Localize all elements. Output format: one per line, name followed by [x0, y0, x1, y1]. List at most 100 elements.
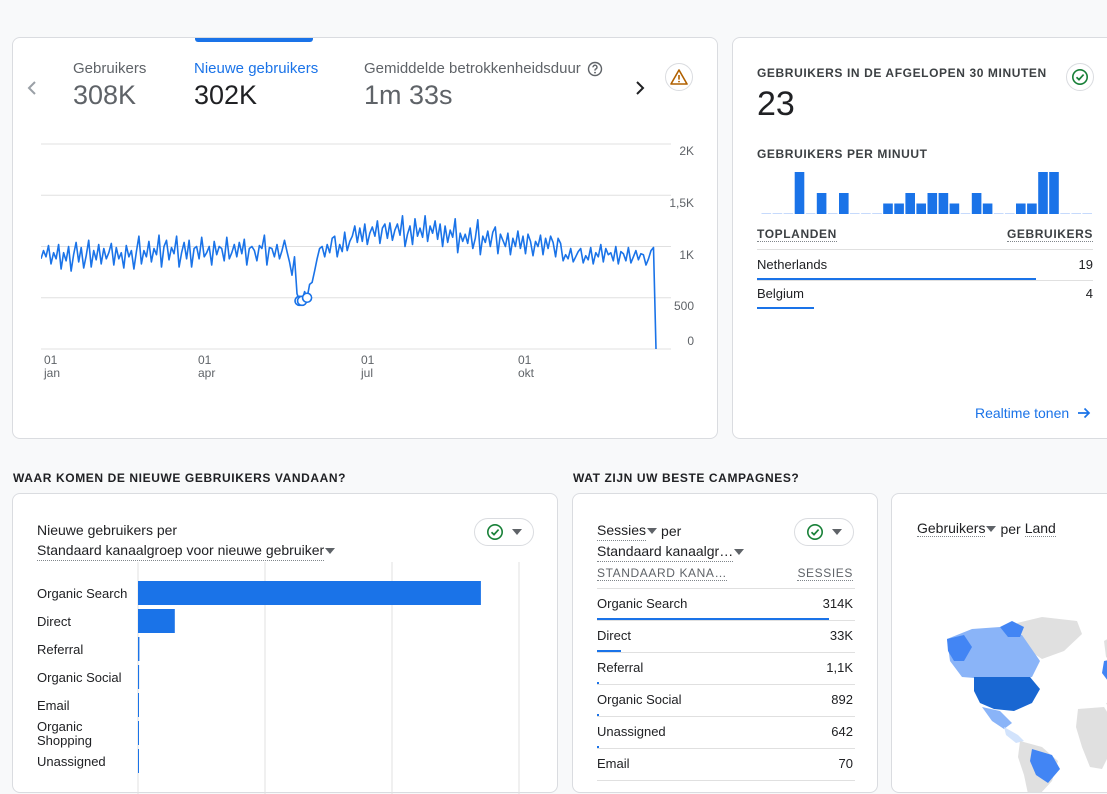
minute-bar[interactable] — [827, 213, 838, 214]
campaigns-options-pill[interactable] — [794, 518, 854, 546]
check-circle-icon[interactable] — [1066, 63, 1094, 91]
divider — [757, 249, 1093, 250]
campaign-share-bar — [597, 682, 599, 684]
campaigns-section-title: WAT ZIJN UW BESTE CAMPAGNES? — [573, 471, 800, 485]
y-tick-label: 2K — [679, 144, 694, 158]
country-belgium: Belgium — [757, 286, 804, 301]
bar[interactable] — [138, 721, 139, 745]
map-canada — [947, 627, 1040, 681]
x-tick-label: 01 okt — [518, 353, 535, 380]
minute-bar[interactable] — [772, 213, 783, 214]
minute-bar[interactable] — [993, 213, 1004, 214]
map-mexico — [982, 707, 1012, 729]
minute-bar[interactable] — [1071, 213, 1081, 214]
metric-new-users[interactable]: Nieuwe gebruikers 302K — [194, 60, 318, 111]
acquisition-card: Nieuwe gebruikers per Standaard kanaalgr… — [12, 493, 558, 794]
metric-engagement-value: 1m 33s — [364, 80, 453, 110]
minute-bar[interactable] — [850, 213, 860, 214]
geo-card-title: Gebruikers per Land — [917, 520, 1056, 537]
dimension-selector-label: Standaard kanaalgroep voor nieuwe gebrui… — [37, 540, 325, 561]
bar[interactable] — [138, 693, 139, 717]
dropdown-arrow-icon — [647, 527, 658, 534]
acquisition-bar-chart: Organic Search Direct Referral Organic Soci… — [37, 562, 520, 794]
campaign-share-bar — [597, 618, 829, 620]
map-north-canada — [1000, 621, 1024, 637]
bar[interactable] — [138, 609, 175, 633]
acquisition-card-title: Nieuwe gebruikers per Standaard kanaalgr… — [37, 520, 336, 561]
minute-bar[interactable] — [960, 213, 971, 214]
bar[interactable] — [138, 749, 139, 773]
category-label: Unassigned — [37, 754, 106, 769]
metric-engagement[interactable]: Gemiddelde betrokkenheidsduur 1m 33s — [364, 60, 603, 111]
chevron-down-icon — [512, 529, 522, 535]
minute-bar[interactable] — [1027, 203, 1037, 215]
minute-bar[interactable] — [1060, 213, 1070, 214]
minute-bar[interactable] — [982, 203, 993, 215]
bar[interactable] — [138, 665, 140, 689]
metric-users[interactable]: Gebruikers 308K — [73, 60, 146, 111]
title-per: per — [661, 522, 682, 539]
realtime-link-label: Realtime tonen — [975, 405, 1070, 421]
campaign-row-value: 1,1K — [826, 660, 853, 675]
divider — [597, 652, 855, 653]
channel-header[interactable]: STANDAARD KANA… — [597, 566, 728, 581]
minute-bar[interactable] — [783, 213, 794, 214]
world-map — [947, 617, 1107, 792]
bar[interactable] — [138, 637, 140, 661]
x-tick-label: 01 jul — [361, 353, 375, 380]
minute-bar[interactable] — [927, 193, 938, 214]
minute-bar[interactable] — [861, 213, 871, 214]
help-icon[interactable] — [587, 61, 603, 77]
sessions-header[interactable]: SESSIES — [797, 566, 853, 581]
per-minute-bar-chart — [761, 172, 1092, 215]
toplanden-header[interactable]: TOPLANDEN — [757, 227, 837, 242]
minute-bar[interactable] — [794, 172, 805, 214]
minute-bar[interactable] — [938, 193, 949, 214]
minute-bar[interactable] — [949, 203, 960, 215]
metric-new-users-label: Nieuwe gebruikers — [194, 60, 319, 77]
anomaly-marker[interactable] — [301, 292, 313, 304]
minute-bar[interactable] — [761, 213, 772, 214]
map-greenland — [1017, 617, 1082, 659]
campaigns-card: Sessies per Standaard kanaalgr… STANDAAR… — [572, 493, 878, 793]
minute-bar[interactable] — [839, 193, 849, 214]
map-europe-a — [1104, 639, 1107, 658]
per-minute-label: GEBRUIKERS PER MINUUT — [757, 147, 928, 161]
map-alaska — [947, 635, 972, 661]
dimension-selector[interactable]: Standaard kanaalgroep voor nieuwe gebrui… — [37, 540, 336, 561]
bar[interactable] — [138, 581, 481, 605]
map-africa — [1076, 707, 1107, 769]
dimension-selector[interactable]: Land — [1024, 520, 1056, 537]
y-tick-label: 0 — [687, 334, 694, 348]
title-per: per — [1000, 520, 1021, 537]
minute-bar[interactable] — [872, 213, 882, 214]
minute-bar[interactable] — [1082, 213, 1092, 214]
chevron-right-icon[interactable] — [629, 76, 651, 100]
realtime-link[interactable]: Realtime tonen — [975, 405, 1091, 421]
metric-selector[interactable]: Sessies — [597, 520, 658, 541]
minute-bar[interactable] — [805, 213, 816, 214]
metric-selector[interactable]: Gebruikers — [917, 520, 997, 537]
minute-bar[interactable] — [1016, 203, 1026, 215]
minute-bar[interactable] — [883, 203, 893, 215]
series-line — [41, 215, 657, 350]
map-central-america — [1004, 727, 1024, 743]
minute-bar[interactable] — [971, 193, 982, 214]
minute-bar[interactable] — [1005, 213, 1015, 214]
users-header[interactable]: GEBRUIKERS — [1006, 227, 1093, 242]
warning-icon[interactable] — [665, 63, 693, 91]
divider — [597, 620, 855, 621]
chevron-down-icon — [832, 529, 842, 535]
acquisition-options-pill[interactable] — [474, 518, 534, 546]
chevron-left-icon[interactable] — [21, 76, 43, 100]
campaign-share-bar — [597, 746, 599, 748]
arrow-right-icon — [1077, 406, 1091, 420]
minute-bar[interactable] — [905, 193, 915, 214]
minute-bar[interactable] — [916, 203, 926, 215]
minute-bar[interactable] — [1049, 172, 1059, 214]
realtime-value: 23 — [757, 85, 795, 123]
minute-bar[interactable] — [816, 193, 827, 214]
dimension-selector[interactable]: Standaard kanaalgr… — [597, 541, 745, 562]
minute-bar[interactable] — [894, 203, 904, 215]
minute-bar[interactable] — [1038, 172, 1048, 214]
